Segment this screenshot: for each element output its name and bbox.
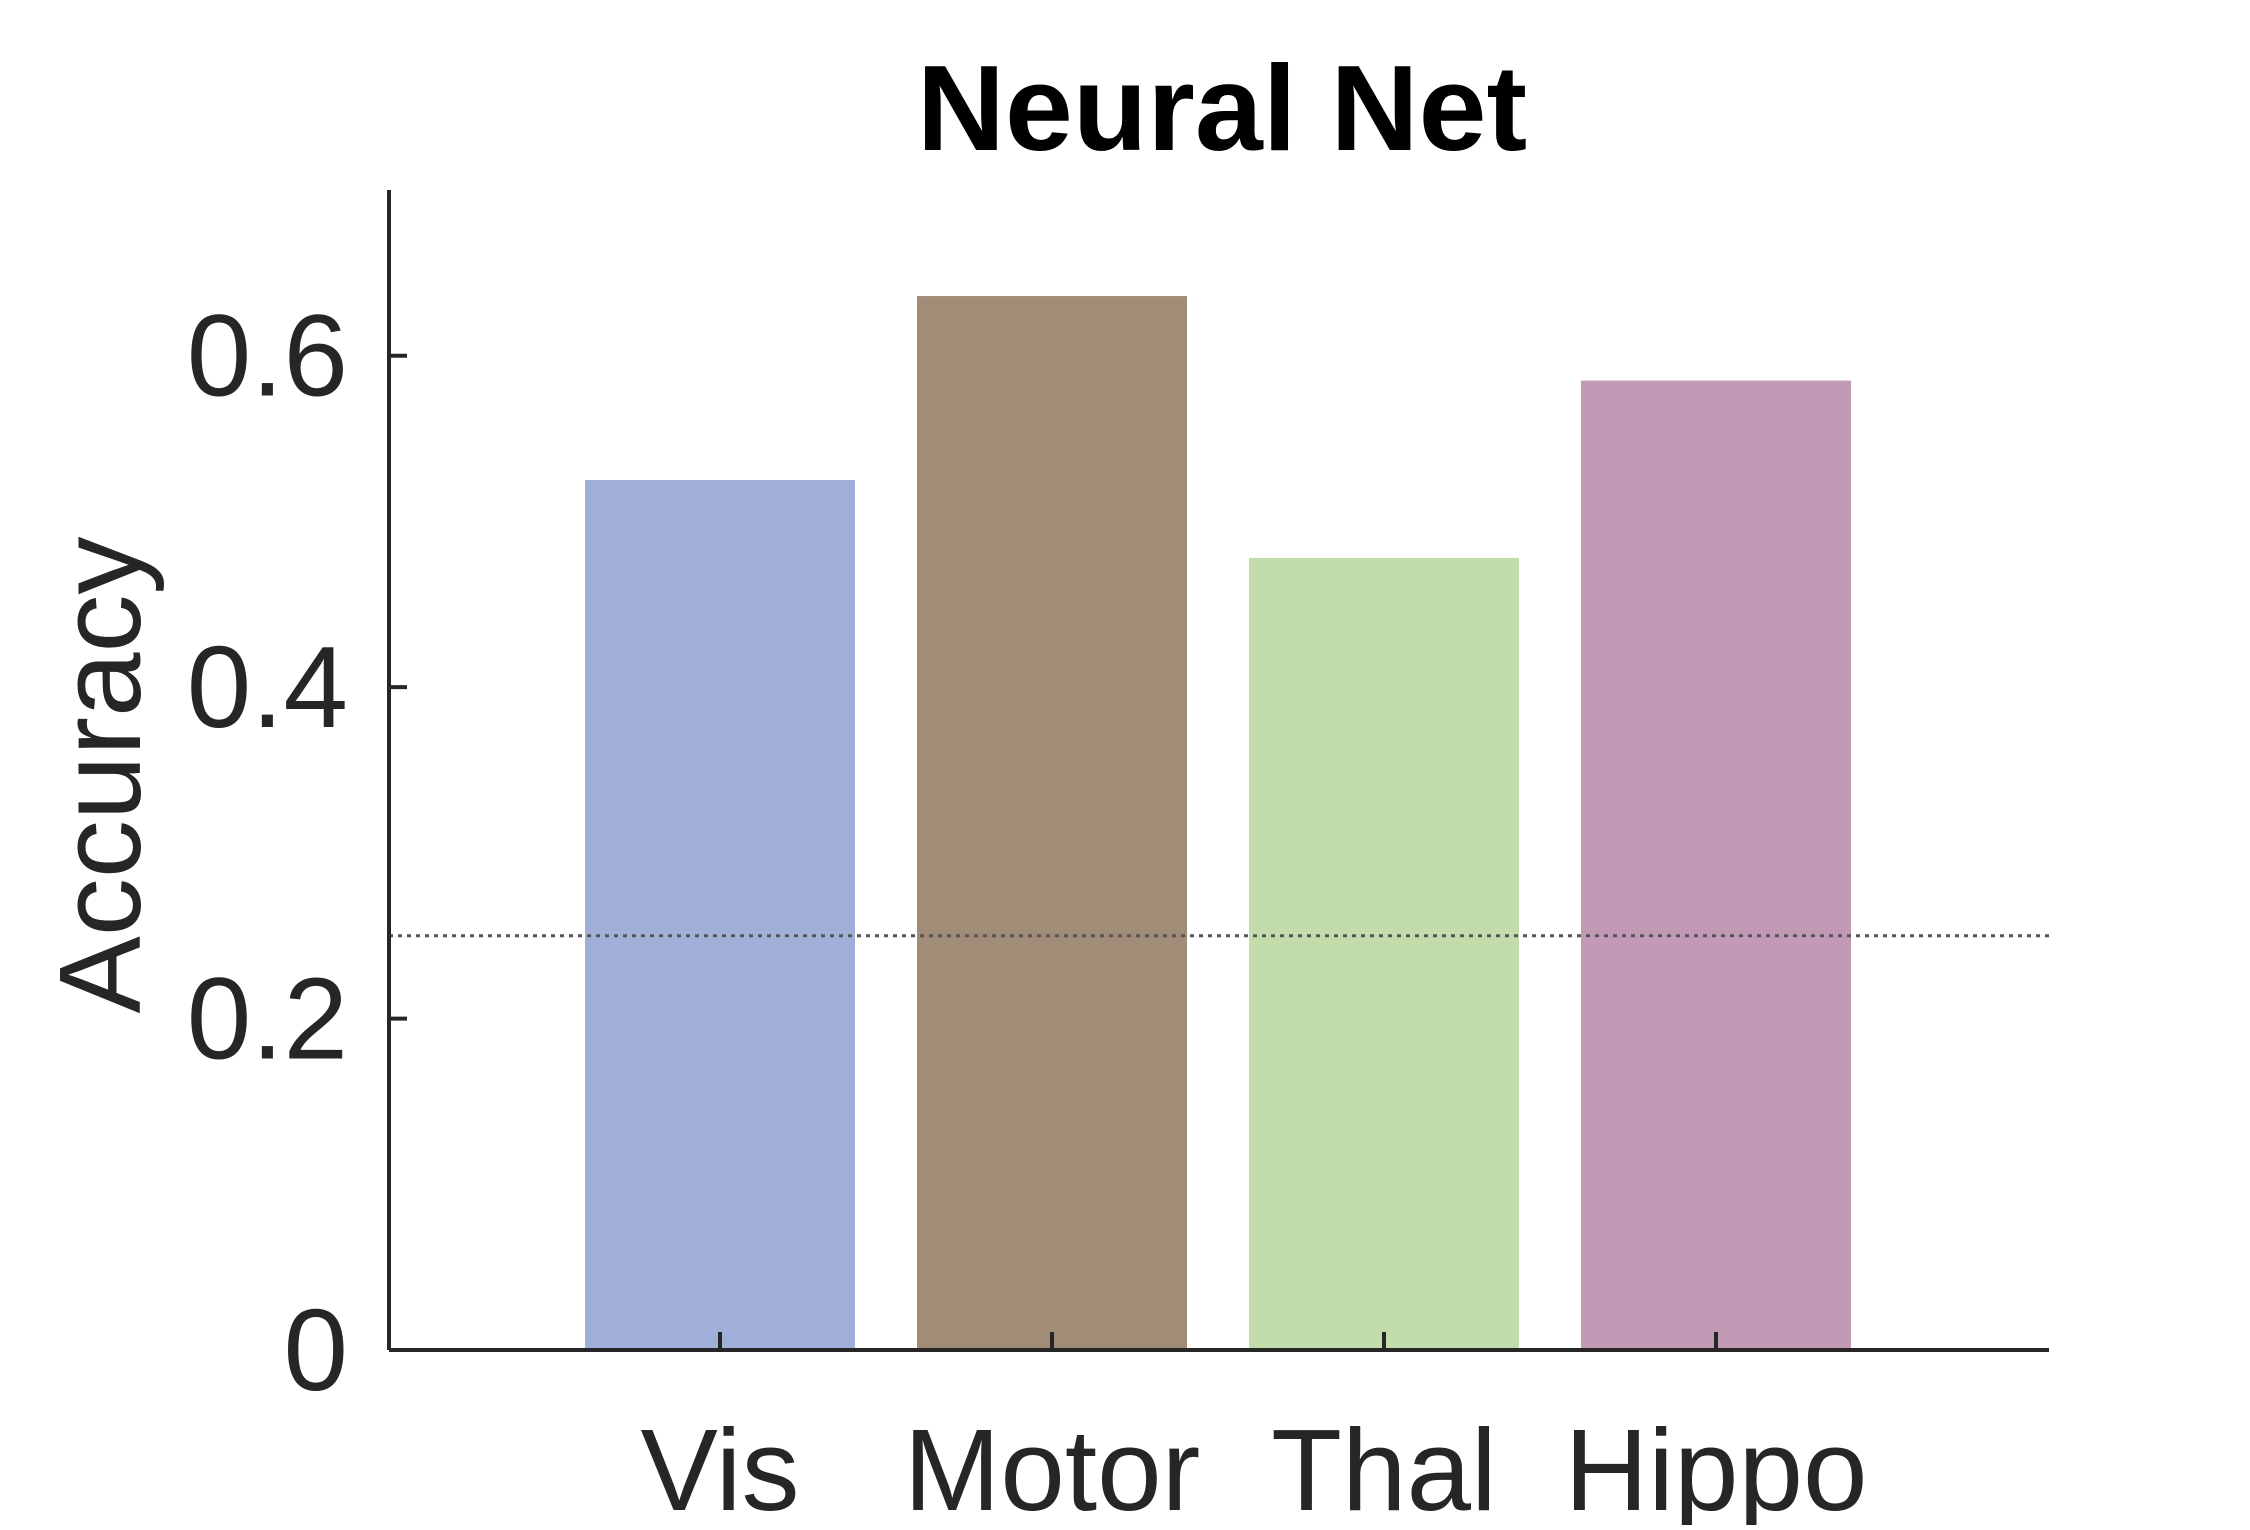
x-tick-label-vis: Vis (640, 1405, 799, 1525)
x-tick-label-motor: Motor (904, 1405, 1201, 1525)
x-tick-label-thal: Thal (1271, 1405, 1497, 1525)
bar-thal (1249, 557, 1519, 1350)
bar-vis (585, 480, 855, 1350)
y-tick-label: 0.4 (187, 622, 348, 752)
y-axis-label: Accuracy (35, 536, 165, 1013)
y-ticks-group: 0 0.2 0.4 0.6 (187, 291, 407, 1415)
x-tick-label-hippo: Hippo (1564, 1405, 1867, 1525)
axes-group (387, 190, 2049, 1352)
bar-motor (917, 296, 1187, 1350)
bar-hippo (1581, 380, 1851, 1351)
y-tick-label: 0.6 (187, 291, 348, 421)
chart-title: Neural Net (917, 40, 1527, 176)
y-tick-label: 0 (283, 1285, 348, 1415)
x-ticks-group: Vis Motor Thal Hippo (640, 1332, 1868, 1530)
y-tick-label: 0.2 (187, 954, 348, 1084)
bars-group (585, 296, 1851, 1351)
